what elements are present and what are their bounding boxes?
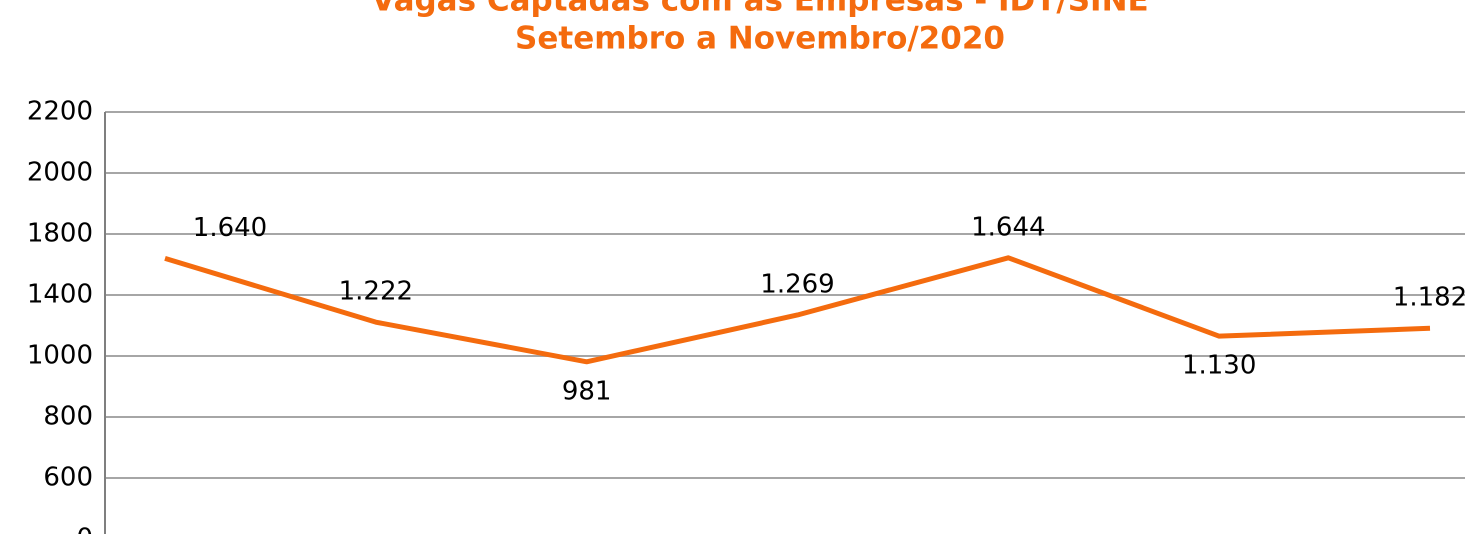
- y-tick-label: 1800: [27, 219, 93, 249]
- data-label: 1.130: [1182, 351, 1256, 381]
- y-tick-label: 1400: [27, 280, 93, 310]
- y-tick-label: 2000: [27, 158, 93, 188]
- data-label: 1.182: [1393, 283, 1465, 313]
- data-label: 1.644: [971, 212, 1045, 242]
- chart-subtitle: Setembro a Novembro/2020: [515, 21, 1005, 57]
- y-tick-label: 2200: [27, 97, 93, 127]
- line-series: [164, 255, 1431, 365]
- y-tick-label: 600: [43, 463, 93, 493]
- data-label: 1.640: [193, 213, 267, 243]
- data-label: 981: [562, 376, 612, 406]
- chart-title: Vagas Captadas com as Empresas - IDT/SIN…: [371, 0, 1148, 19]
- y-tick-label: 800: [43, 402, 93, 432]
- y-tick-label: 0: [76, 524, 93, 534]
- y-tick-label: 1000: [27, 341, 93, 371]
- data-label: 1.269: [760, 269, 834, 299]
- data-label: 1.222: [339, 277, 413, 307]
